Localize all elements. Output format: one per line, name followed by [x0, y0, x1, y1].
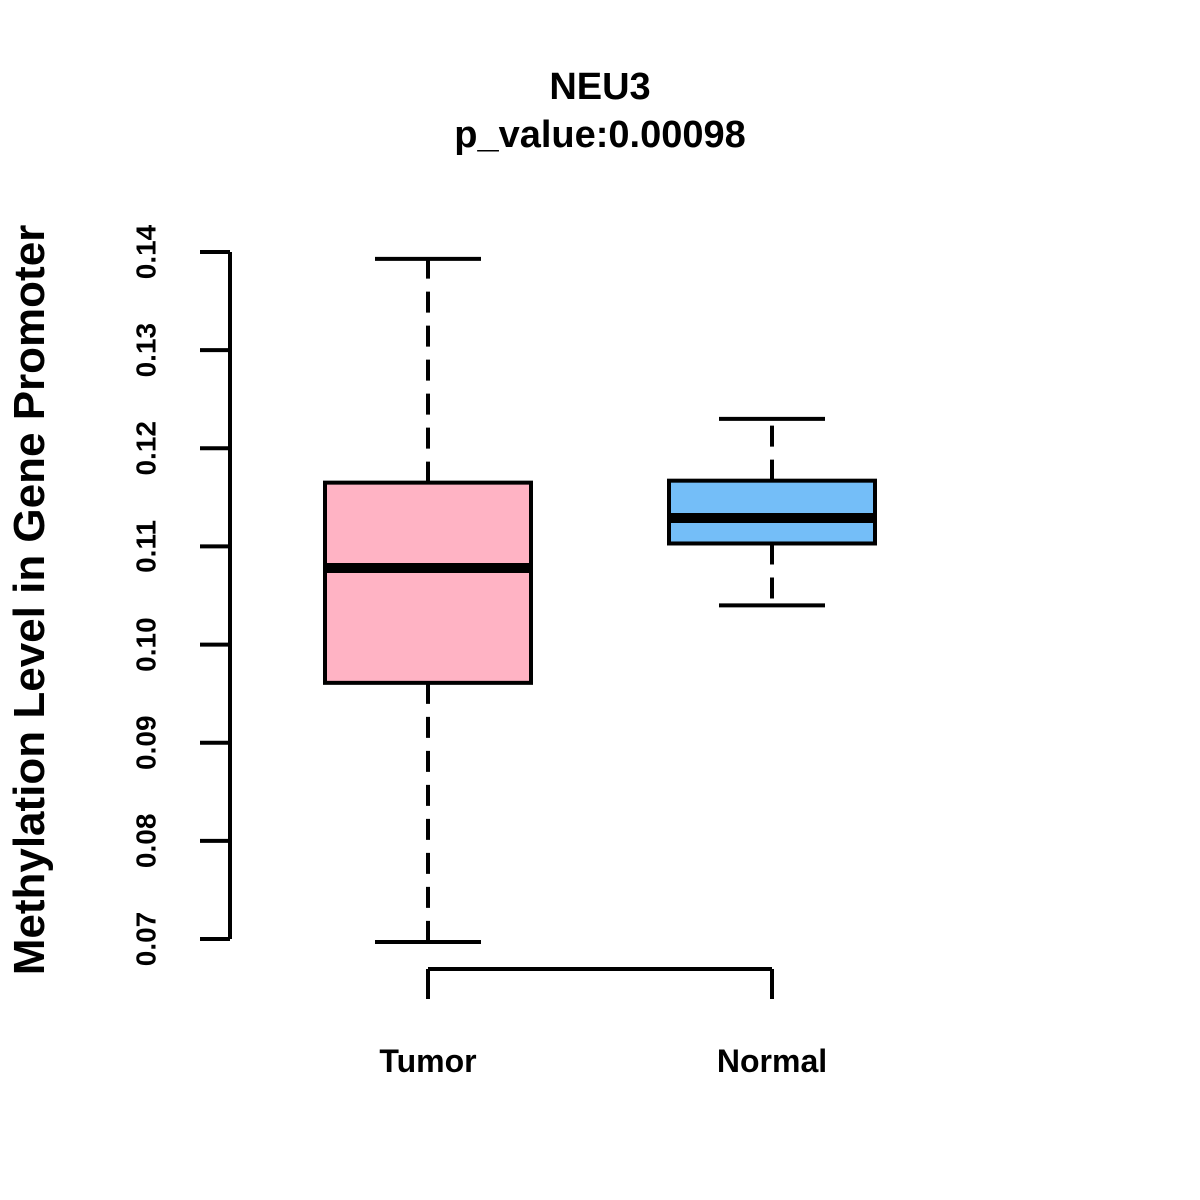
chart-subtitle-pvalue: p_value:0.00098 [454, 114, 746, 156]
chart-title-block: NEU3 p_value:0.00098 [0, 64, 1200, 160]
y-axis-tick-label: 0.09 [131, 715, 162, 770]
x-tick-label-tumor: Tumor [379, 1043, 476, 1079]
y-axis-tick-label: 0.07 [131, 912, 162, 967]
y-axis-tick-label: 0.12 [131, 421, 162, 476]
box-normal [667, 478, 877, 546]
y-axis-tick-label: 0.10 [131, 617, 162, 672]
y-axis-tick-label: 0.11 [131, 520, 162, 573]
chart-title: NEU3 [549, 66, 651, 108]
y-axis-tick-label: 0.14 [131, 224, 162, 279]
y-axis-tick-label: 0.13 [131, 323, 162, 378]
y-axis-tick-label: 0.08 [131, 814, 162, 869]
box-tumor [323, 480, 533, 685]
x-tick-label-normal: Normal [717, 1043, 827, 1079]
